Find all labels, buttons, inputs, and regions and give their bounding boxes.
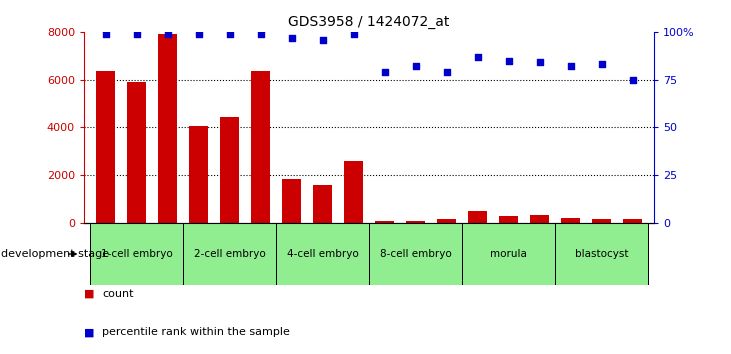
- Text: 1-cell embryo: 1-cell embryo: [101, 249, 173, 259]
- Text: ■: ■: [84, 327, 94, 337]
- Point: [255, 31, 267, 36]
- Bar: [624, 219, 642, 223]
- Point: [626, 77, 638, 82]
- Bar: [127, 82, 146, 223]
- Text: GSM456672: GSM456672: [442, 223, 451, 272]
- Text: GSM456666: GSM456666: [256, 223, 265, 272]
- Text: GSM456674: GSM456674: [504, 223, 513, 272]
- Bar: [221, 117, 239, 223]
- Point: [317, 37, 328, 42]
- Text: GSM456673: GSM456673: [473, 223, 482, 272]
- Bar: [96, 71, 115, 223]
- Bar: [314, 185, 332, 223]
- Point: [348, 31, 360, 36]
- Bar: [189, 126, 208, 223]
- Text: GSM456677: GSM456677: [597, 223, 606, 272]
- Text: GSM456663: GSM456663: [163, 223, 173, 272]
- Text: GSM456678: GSM456678: [628, 223, 637, 272]
- Point: [224, 31, 235, 36]
- Bar: [90, 223, 183, 285]
- Bar: [437, 219, 456, 223]
- Bar: [462, 223, 555, 285]
- Text: 4-cell embryo: 4-cell embryo: [287, 249, 358, 259]
- Point: [565, 63, 577, 69]
- Text: count: count: [102, 289, 134, 298]
- Bar: [183, 223, 276, 285]
- Text: percentile rank within the sample: percentile rank within the sample: [102, 327, 290, 337]
- Bar: [530, 215, 549, 223]
- Text: GSM456662: GSM456662: [132, 223, 141, 272]
- Point: [162, 31, 173, 36]
- Text: GSM456676: GSM456676: [566, 223, 575, 272]
- Bar: [592, 219, 611, 223]
- Point: [410, 63, 422, 69]
- Bar: [555, 223, 648, 285]
- Bar: [469, 211, 487, 223]
- Text: morula: morula: [491, 249, 527, 259]
- Point: [193, 31, 205, 36]
- Bar: [561, 218, 580, 223]
- Bar: [276, 223, 369, 285]
- Text: GSM456667: GSM456667: [287, 223, 296, 272]
- Point: [503, 58, 515, 63]
- Text: GSM456668: GSM456668: [318, 223, 327, 272]
- Bar: [375, 221, 394, 223]
- Point: [596, 62, 607, 67]
- Text: GSM456671: GSM456671: [411, 223, 420, 272]
- Point: [471, 54, 483, 59]
- Bar: [251, 71, 270, 223]
- Bar: [282, 179, 301, 223]
- Point: [131, 31, 143, 36]
- Text: GSM456669: GSM456669: [349, 223, 358, 272]
- Bar: [499, 216, 518, 223]
- Title: GDS3958 / 1424072_at: GDS3958 / 1424072_at: [289, 16, 450, 29]
- Bar: [369, 223, 462, 285]
- Text: GSM456675: GSM456675: [535, 223, 544, 272]
- Point: [286, 35, 298, 40]
- Text: ■: ■: [84, 289, 94, 298]
- Text: development stage: development stage: [1, 249, 110, 259]
- Point: [441, 69, 452, 75]
- Text: GSM456661: GSM456661: [102, 223, 110, 272]
- Bar: [406, 221, 425, 223]
- Text: blastocyst: blastocyst: [575, 249, 629, 259]
- Text: 8-cell embryo: 8-cell embryo: [380, 249, 452, 259]
- Bar: [159, 34, 177, 223]
- Point: [100, 31, 112, 36]
- Text: GSM456664: GSM456664: [194, 223, 203, 272]
- Text: GSM456670: GSM456670: [380, 223, 389, 272]
- Point: [534, 59, 545, 65]
- Point: [379, 69, 390, 75]
- Text: 2-cell embryo: 2-cell embryo: [194, 249, 265, 259]
- Bar: [344, 161, 363, 223]
- Text: GSM456665: GSM456665: [225, 223, 234, 272]
